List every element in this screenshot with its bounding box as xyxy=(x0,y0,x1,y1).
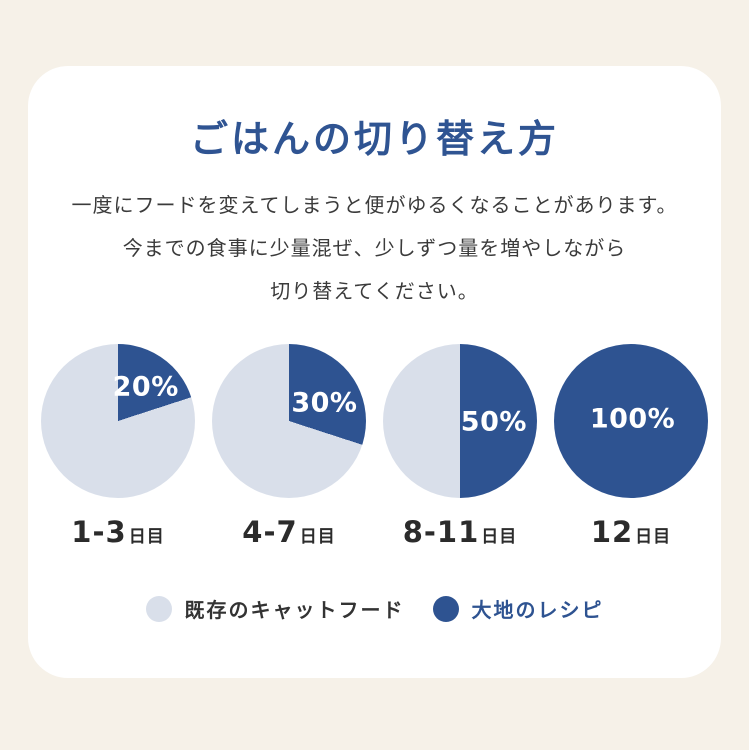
day-range-text: 8-11 xyxy=(402,515,480,549)
pie-chart-day8-11: 50% xyxy=(383,344,537,498)
day-range-text: 4-7 xyxy=(242,515,298,549)
description-line: 今までの食事に少量混ぜ、少しずつ量を増やしながら xyxy=(122,236,627,260)
legend-label-daichi-recipe: 大地のレシピ xyxy=(471,598,604,622)
description-text: 一度にフードを変えてしまうと便がゆるくなることがあります。 今までの食事に少量混… xyxy=(28,184,721,313)
pie-chart-row: 20% 1-3 日目 30% 4-7 日目 50% xyxy=(28,344,721,547)
pie-chart-day12: 100% xyxy=(554,344,708,498)
day-suffix-text: 日目 xyxy=(299,527,336,547)
day-suffix-text: 日目 xyxy=(481,527,518,547)
pie-chart-group-day1-3: 20% 1-3 日目 xyxy=(33,344,204,547)
pie-value-label: 20% xyxy=(112,371,179,403)
day-suffix-text: 日目 xyxy=(635,527,672,547)
pie-day-label: 4-7 日目 xyxy=(242,517,335,547)
pie-chart-day4-7: 30% xyxy=(212,344,366,498)
pie-chart-group-day12: 100% 12 日目 xyxy=(546,344,717,547)
pie-chart-group-day8-11: 50% 8-11 日目 xyxy=(375,344,546,547)
content-card: ごはんの切り替え方 一度にフードを変えてしまうと便がゆるくなることがあります。 … xyxy=(28,66,721,678)
legend-label-existing-food: 既存のキャットフード xyxy=(184,598,405,622)
pie-value-label: 50% xyxy=(460,406,527,438)
chart-legend: 既存のキャットフード 大地のレシピ xyxy=(28,594,721,623)
day-range-text: 1-3 xyxy=(71,515,127,549)
pie-day-label: 8-11 日目 xyxy=(403,517,518,547)
pie-day-label: 12 日目 xyxy=(591,517,671,547)
legend-swatch-daichi-recipe xyxy=(432,595,459,622)
pie-chart-group-day4-7: 30% 4-7 日目 xyxy=(204,344,375,547)
description-line: 切り替えてください。 xyxy=(270,279,479,303)
pie-day-label: 1-3 日目 xyxy=(71,517,164,547)
day-suffix-text: 日目 xyxy=(128,527,165,547)
day-range-text: 12 xyxy=(590,515,634,549)
pie-chart-day1-3: 20% xyxy=(41,344,195,498)
pie-value-label: 100% xyxy=(589,403,676,435)
description-line: 一度にフードを変えてしまうと便がゆるくなることがあります。 xyxy=(71,193,678,217)
legend-swatch-existing-food xyxy=(145,595,172,622)
legend-item-existing-food: 既存のキャットフード xyxy=(145,594,405,623)
legend-item-daichi-recipe: 大地のレシピ xyxy=(432,594,604,623)
pie-value-label: 30% xyxy=(291,387,358,419)
page-title: ごはんの切り替え方 xyxy=(189,117,559,161)
